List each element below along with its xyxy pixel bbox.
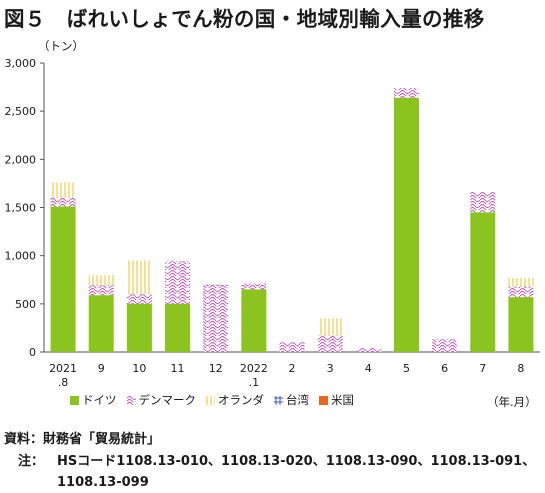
bar-segment-denmark xyxy=(508,286,534,298)
y-tick-label: 2,000 xyxy=(5,153,37,166)
x-tick-label: 12 xyxy=(209,362,223,375)
footnote-label: 注： xyxy=(18,454,45,469)
bar-segment-netherlands xyxy=(50,182,76,198)
legend-swatch-germany xyxy=(70,395,79,405)
bar-segment-germany xyxy=(470,212,496,352)
x-tick-label: 6 xyxy=(441,362,448,375)
bar-segment-netherlands xyxy=(317,318,343,336)
bar-segment-denmark xyxy=(432,339,458,352)
x-tick-label: .1 xyxy=(249,376,260,389)
bar-segment-germany xyxy=(50,206,76,352)
bar-segment-germany xyxy=(165,303,191,352)
legend-label-denmark: デンマーク xyxy=(138,393,197,407)
x-tick-label: 2 xyxy=(289,362,296,375)
bar-segment-germany xyxy=(241,289,267,352)
x-axis-labels: 2021.8 9 10 11 12 2022.1 2 3 4 5 6 7 8 xyxy=(49,362,524,389)
x-tick-label: 5 xyxy=(403,362,410,375)
bar-segment-denmark xyxy=(203,284,229,352)
legend-item-germany: ドイツ xyxy=(70,392,117,408)
y-tick-label: 2,500 xyxy=(5,105,37,118)
legend-label-usa: 米国 xyxy=(331,393,354,407)
x-tick-label: 2021 xyxy=(49,362,77,375)
legend-item-denmark: デンマーク xyxy=(126,392,197,408)
bar-segment-denmark xyxy=(50,197,76,207)
legend-swatch-netherlands xyxy=(206,395,215,405)
bar-segment-denmark xyxy=(241,283,267,290)
bar-segment-denmark xyxy=(279,342,305,352)
bar-segment-netherlands xyxy=(126,260,152,295)
legend-item-netherlands: オランダ xyxy=(206,392,264,408)
legend-item-usa: 米国 xyxy=(319,392,354,408)
y-tick-label: 0 xyxy=(29,346,36,359)
x-tick-label: 4 xyxy=(365,362,372,375)
bar-segment-denmark xyxy=(355,348,381,352)
bar-segment-germany xyxy=(126,303,152,352)
figure-title: 図５ ばれいしょでん粉の国・地域別輸入量の推移 xyxy=(4,7,485,31)
bar-chart: 2021.8 9 10 11 12 2022.1 2 3 4 5 6 7 8 0 500 1,000 1,50… xyxy=(5,57,540,389)
footnote-text: HSコード1108.13-010、1108.13-020、1108.13-090… xyxy=(57,454,536,490)
legend-swatch-taiwan xyxy=(274,395,283,405)
bar-segment-denmark xyxy=(126,294,152,304)
legend-label-germany: ドイツ xyxy=(82,393,117,407)
bar-segment-denmark xyxy=(393,88,419,98)
x-tick-label: 10 xyxy=(132,362,146,375)
y-tick-label: 1,000 xyxy=(5,250,37,263)
legend-swatch-denmark xyxy=(126,395,136,405)
bar-segment-denmark xyxy=(470,192,496,213)
x-tick-label: 3 xyxy=(327,362,334,375)
bar-segment-denmark xyxy=(165,261,191,304)
legend-swatch-usa xyxy=(319,395,328,405)
chart-legend: ドイツ デンマーク オランダ 台湾 米国 xyxy=(70,392,354,408)
bar-segment-germany xyxy=(393,97,419,353)
source-note: 資料：財務省「貿易統計」 xyxy=(4,432,161,447)
chart-bars xyxy=(50,88,534,353)
y-tick-label: 3,000 xyxy=(5,57,37,70)
x-tick-label: 11 xyxy=(171,362,185,375)
x-tick-label: 7 xyxy=(479,362,486,375)
y-axis-unit: （トン） xyxy=(38,39,84,53)
bar-segment-denmark xyxy=(88,285,114,296)
x-tick-label: .8 xyxy=(58,376,69,389)
x-tick-label: 8 xyxy=(517,362,524,375)
y-tick-label: 1,500 xyxy=(5,202,37,215)
bar-segment-germany xyxy=(508,297,534,352)
x-tick-label: 9 xyxy=(98,362,105,375)
y-tick-label: 500 xyxy=(15,298,36,311)
legend-item-taiwan: 台湾 xyxy=(274,392,309,408)
legend-label-netherlands: オランダ xyxy=(218,393,264,407)
bar-segment-germany xyxy=(88,295,114,352)
bar-segment-denmark xyxy=(317,335,343,352)
x-tick-label: 2022 xyxy=(240,362,268,375)
y-axis-labels: 0 500 1,000 1,500 2,000 2,500 3,000 xyxy=(5,57,37,359)
x-axis-period-label: （年.月） xyxy=(487,395,537,409)
chart-axes xyxy=(40,62,540,353)
bar-segment-netherlands xyxy=(88,274,114,286)
bar-segment-netherlands xyxy=(508,277,534,287)
legend-label-taiwan: 台湾 xyxy=(286,393,309,407)
